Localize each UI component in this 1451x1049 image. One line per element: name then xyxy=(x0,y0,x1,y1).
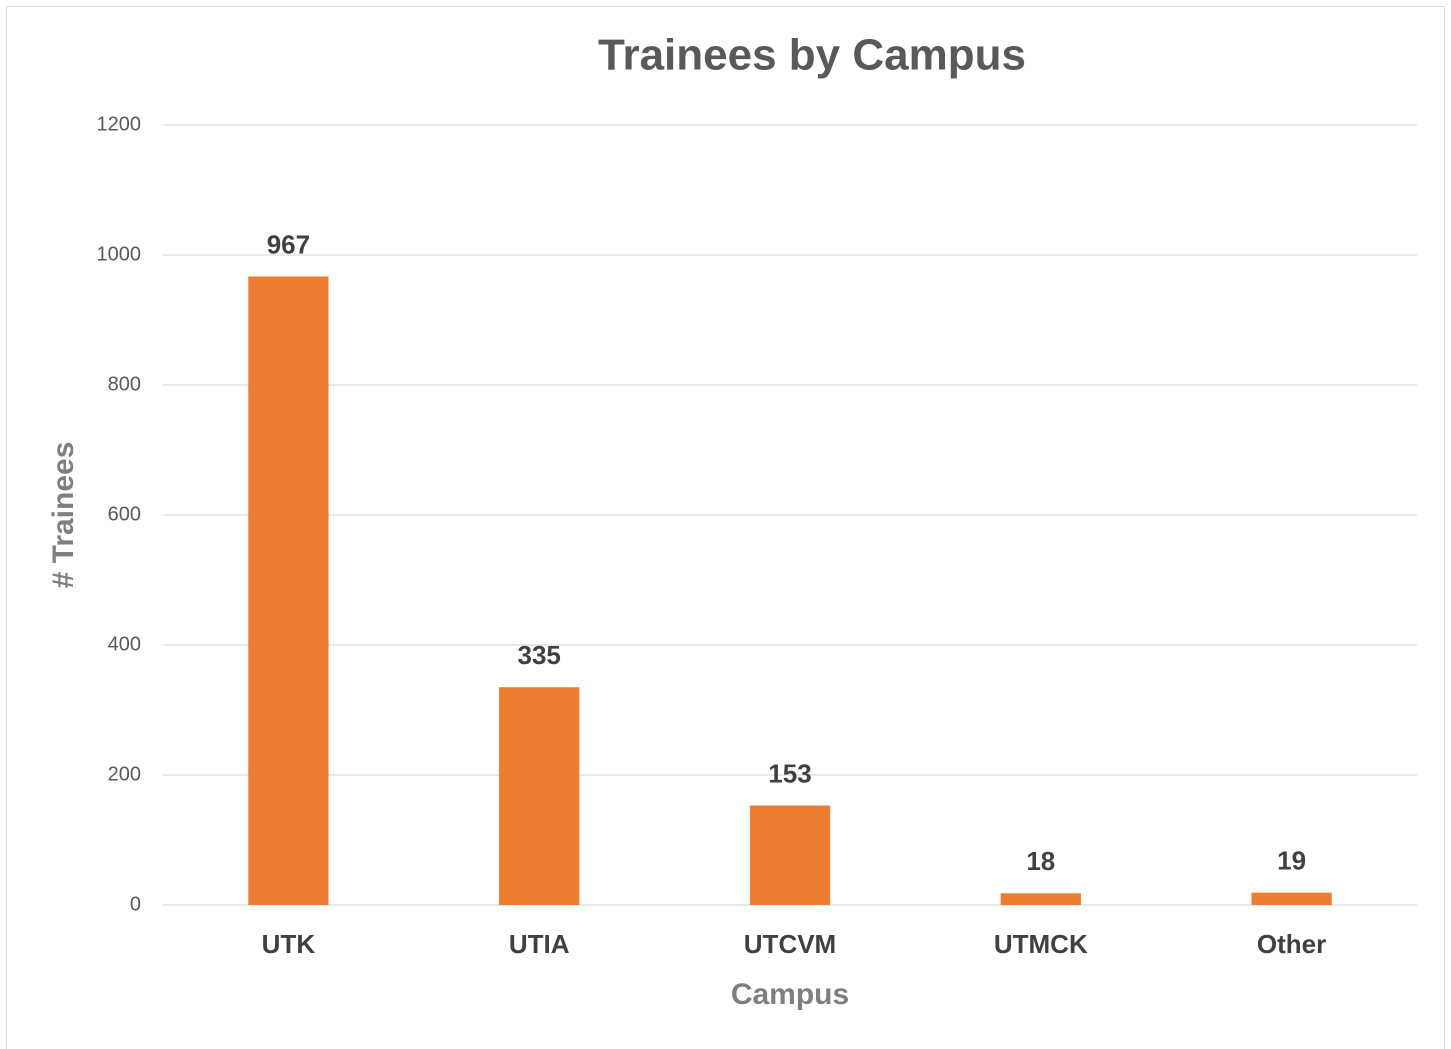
x-tick-label: UTK xyxy=(262,929,316,959)
y-tick-label: 400 xyxy=(108,633,141,655)
y-tick-label: 1000 xyxy=(97,243,142,265)
x-axis-title: Campus xyxy=(731,978,849,1011)
data-label: 19 xyxy=(1277,846,1306,876)
bar xyxy=(248,276,329,905)
y-tick-label: 0 xyxy=(130,893,141,915)
bar xyxy=(1000,893,1081,905)
x-tick-label: Other xyxy=(1257,929,1326,959)
y-tick-label: 200 xyxy=(108,763,141,785)
x-tick-label: UTMCK xyxy=(994,929,1088,959)
y-tick-label: 1200 xyxy=(97,113,142,135)
y-tick-label: 600 xyxy=(108,503,141,525)
y-tick-label: 800 xyxy=(108,373,141,395)
bar xyxy=(749,805,831,905)
data-label: 153 xyxy=(768,758,811,788)
x-tick-label: UTIA xyxy=(509,929,570,959)
x-tick-label: UTCVM xyxy=(744,929,836,959)
chart-frame xyxy=(6,6,1445,1049)
y-axis-title: # Trainees xyxy=(47,442,80,589)
data-label: 967 xyxy=(267,229,310,259)
data-label: 18 xyxy=(1026,846,1055,876)
bar xyxy=(1251,892,1332,905)
bar xyxy=(499,687,580,905)
data-label: 335 xyxy=(518,640,561,670)
chart-title: Trainees by Campus xyxy=(598,31,1026,80)
